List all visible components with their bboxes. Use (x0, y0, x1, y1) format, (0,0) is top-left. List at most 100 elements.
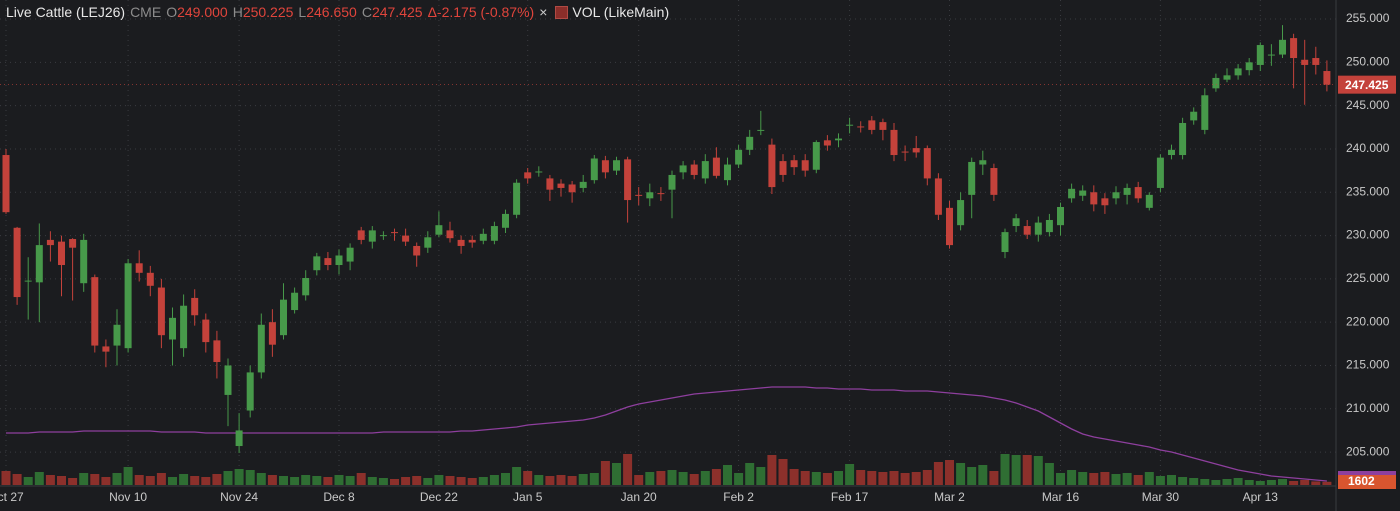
candle-body (113, 324, 121, 346)
candle-body (146, 272, 154, 286)
volume-bar (68, 478, 78, 485)
volume-bar (401, 477, 411, 485)
candle-body (601, 160, 609, 173)
volume-bar (545, 476, 555, 485)
candle-body (1323, 71, 1331, 85)
candle-body (379, 235, 387, 237)
volume-bar (778, 459, 788, 485)
volume-bar (811, 472, 821, 485)
volume-bar (45, 475, 55, 485)
volume-bar (512, 467, 522, 485)
volume-bar (834, 471, 843, 485)
volume-bar (734, 473, 744, 485)
volume-bar (989, 471, 999, 485)
candle-body (957, 200, 965, 226)
candle-body (635, 194, 643, 196)
volume-bar (1000, 454, 1010, 485)
candle-body (157, 287, 165, 336)
candle-body (313, 256, 321, 271)
candle-body (2, 155, 10, 213)
candle-body (757, 129, 765, 131)
last-price-tag (1338, 75, 1396, 94)
candle-body (657, 193, 665, 195)
candle-body (257, 324, 265, 373)
volume-bar (345, 476, 355, 485)
candle-body (424, 237, 432, 248)
candle-body (479, 233, 487, 241)
candle-body (568, 184, 576, 193)
y-tick-label: 235.000 (1346, 184, 1390, 198)
remove-indicator[interactable]: × (539, 4, 548, 20)
candle-body (546, 178, 554, 190)
volume-bar (1222, 479, 1232, 485)
candle-body (1245, 62, 1253, 71)
y-tick-label: 220.000 (1346, 314, 1390, 328)
candle-body (1279, 39, 1286, 55)
volume-bar (1044, 463, 1054, 485)
volume-bar (279, 476, 288, 485)
volume-bar (1, 471, 11, 485)
volume-bar (645, 472, 655, 485)
x-tick-label: Apr 13 (1243, 490, 1279, 504)
candle-body (335, 255, 343, 266)
candle-body (990, 168, 998, 195)
candle-body (213, 340, 221, 363)
candle-body (1267, 54, 1275, 56)
volume-bar (889, 471, 899, 485)
volume-bar (445, 476, 455, 485)
volume-bar (767, 455, 777, 485)
volume-bar (822, 473, 832, 485)
candle-body (1312, 58, 1320, 65)
volume-bar (756, 467, 766, 485)
candle-body (890, 129, 898, 156)
volume-bar (678, 472, 688, 485)
candle-body (235, 430, 243, 447)
candle-body (124, 263, 132, 349)
close-value: 247.425 (371, 4, 423, 20)
indicator-name[interactable]: VOL (LikeMain) (572, 4, 670, 20)
candle-body (1034, 222, 1042, 235)
volume-bar (1300, 480, 1310, 485)
candle-body (1212, 77, 1220, 89)
candle-body (268, 322, 276, 345)
candle-body (324, 258, 332, 266)
volume-bar (523, 471, 533, 485)
candle-body (1068, 188, 1076, 199)
candle-body (768, 144, 776, 188)
y-tick-label: 205.000 (1346, 444, 1390, 458)
volume-bar (1022, 455, 1032, 485)
candle-body (291, 292, 299, 311)
x-tick-label: Nov 24 (220, 490, 258, 504)
candle-body (1234, 68, 1242, 76)
open-label: O (166, 4, 178, 20)
volume-bar (323, 477, 333, 485)
volume-bar (567, 476, 577, 485)
volume-bar (534, 475, 544, 485)
volume-bar (90, 474, 100, 485)
volume-bar (1211, 480, 1221, 485)
volume-bar (789, 469, 799, 485)
volume-bar (201, 477, 211, 485)
candle-body (1079, 190, 1087, 196)
candle-body (191, 297, 199, 316)
candle-body (934, 178, 942, 215)
candle-body (946, 207, 953, 246)
x-tick-label: Dec 22 (420, 490, 458, 504)
candle-body (13, 227, 21, 298)
candle-body (1090, 192, 1098, 205)
y-tick-label: 240.000 (1346, 141, 1390, 155)
volume-bar (1311, 481, 1321, 485)
candle-body (790, 160, 798, 168)
symbol: Live Cattle (LEJ26) (6, 4, 126, 20)
candle-body (701, 161, 709, 179)
volume-bar (12, 474, 22, 485)
candle-body (357, 230, 365, 240)
candle-body (135, 263, 143, 273)
candle-body (91, 277, 99, 346)
candle-body (1112, 192, 1120, 199)
candle-body (513, 182, 521, 215)
volume-bar (390, 479, 399, 485)
volume-bar (1011, 455, 1021, 485)
candle-body (280, 299, 287, 336)
